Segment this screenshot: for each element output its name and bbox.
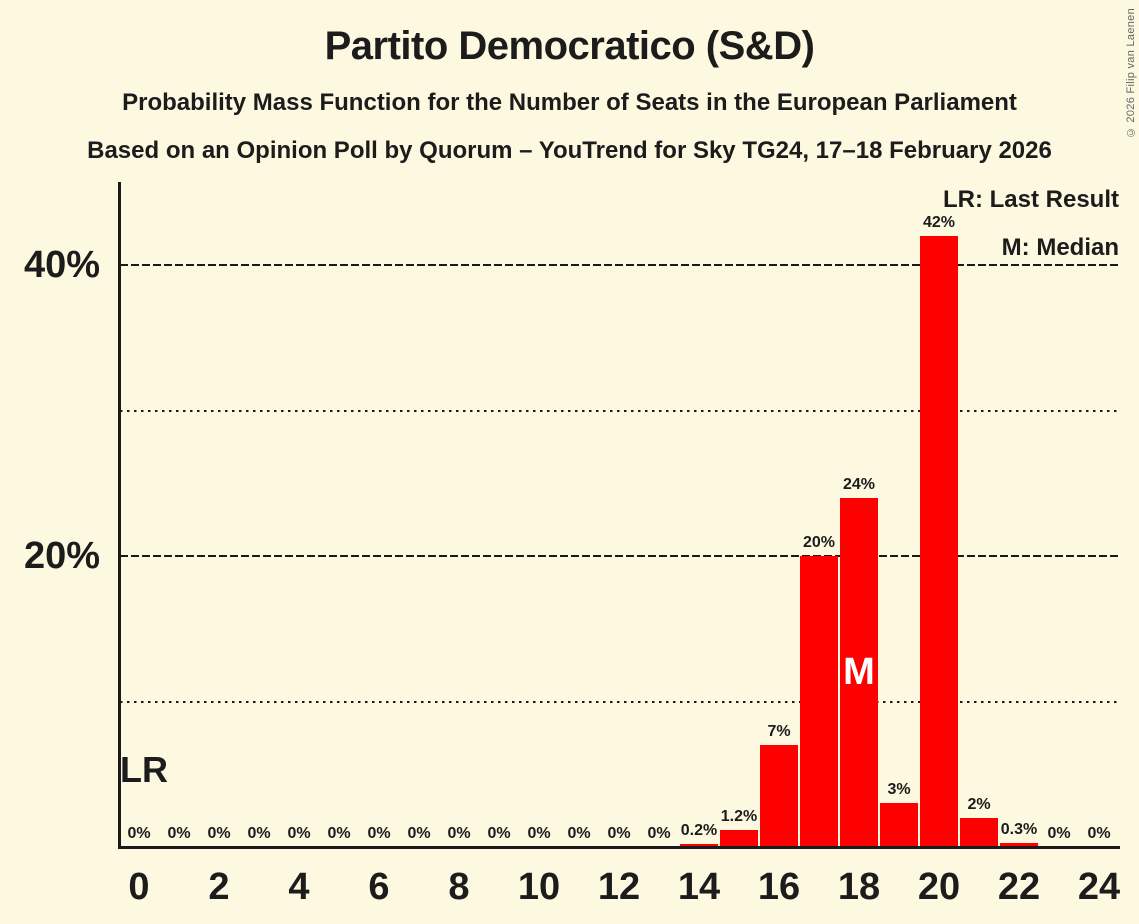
x-tick-label-8: 8 — [448, 866, 470, 908]
bar-seat-17 — [800, 556, 838, 847]
bar-label-seat-24: 0% — [1087, 825, 1111, 842]
median-marker: M — [843, 651, 875, 694]
x-tick-label-18: 18 — [837, 866, 881, 908]
bar-seat-14 — [680, 844, 718, 847]
legend-median: M: Median — [1001, 234, 1119, 261]
bar-label-seat-21: 2% — [967, 795, 991, 813]
bar-seat-19 — [880, 803, 918, 847]
bar-label-seat-4: 0% — [287, 825, 311, 842]
x-tick-label-4: 4 — [288, 866, 310, 908]
bar-seat-21 — [960, 817, 998, 847]
bar-label-seat-11: 0% — [567, 825, 591, 842]
x-axis-line — [118, 846, 1120, 849]
x-tick-label-10: 10 — [517, 866, 561, 908]
bar-seat-15 — [720, 829, 758, 847]
x-tick-label-22: 22 — [997, 866, 1041, 908]
y-axis-line — [118, 182, 121, 849]
x-tick-label-24: 24 — [1077, 866, 1121, 908]
bar-label-seat-12: 0% — [607, 825, 631, 842]
chart-subtitle-poll-source: Based on an Opinion Poll by Quorum – You… — [87, 137, 1052, 164]
bar-label-seat-20: 42% — [922, 213, 956, 231]
bar-label-seat-19: 3% — [887, 781, 911, 799]
x-tick-label-0: 0 — [128, 866, 150, 908]
y-tick-label-40: 40% — [23, 244, 100, 286]
bar-seat-16 — [760, 745, 798, 847]
bar-seat-20 — [920, 235, 958, 847]
gridline-10pct — [120, 700, 1120, 703]
y-tick-label-20: 20% — [23, 535, 100, 577]
bar-label-seat-16: 7% — [767, 723, 791, 741]
gridline-20pct — [120, 555, 1120, 557]
last-result-annotation: LR — [120, 749, 168, 790]
chart-title: Partito Democratico (S&D) — [324, 24, 815, 68]
bar-seat-18 — [840, 497, 878, 847]
bar-label-seat-5: 0% — [327, 825, 351, 842]
bar-label-seat-0: 0% — [127, 825, 151, 842]
bar-label-seat-1: 0% — [167, 825, 191, 842]
gridline-30pct — [120, 409, 1120, 412]
x-tick-label-20: 20 — [917, 866, 961, 908]
bar-label-seat-17: 20% — [802, 534, 836, 551]
bar-label-seat-13: 0% — [647, 825, 671, 842]
bar-label-seat-2: 0% — [207, 825, 231, 842]
x-tick-label-14: 14 — [677, 866, 721, 908]
x-tick-label-16: 16 — [757, 866, 801, 908]
bar-label-seat-6: 0% — [367, 825, 391, 842]
bar-label-seat-10: 0% — [527, 825, 551, 842]
bar-label-seat-9: 0% — [487, 825, 511, 842]
bar-label-seat-18: 24% — [842, 475, 876, 493]
bar-label-seat-22: 0.3% — [1000, 820, 1038, 838]
bar-label-seat-23: 0% — [1047, 825, 1071, 842]
x-tick-label-6: 6 — [368, 866, 390, 908]
bar-label-seat-15: 1.2% — [720, 807, 758, 825]
x-tick-label-12: 12 — [597, 866, 641, 908]
bar-seat-22 — [1000, 842, 1038, 847]
bar-label-seat-14: 0.2% — [680, 822, 718, 840]
legend-last-result: LR: Last Result — [942, 186, 1119, 213]
bar-label-seat-3: 0% — [247, 825, 271, 842]
bar-label-seat-8: 0% — [447, 825, 471, 842]
bar-label-seat-7: 0% — [407, 825, 431, 842]
copyright-notice: © 2026 Filip van Laenen — [1125, 8, 1137, 139]
x-tick-label-2: 2 — [208, 866, 230, 908]
gridline-40pct — [120, 264, 1120, 266]
chart-subtitle-pmf: Probability Mass Function for the Number… — [122, 89, 1017, 116]
